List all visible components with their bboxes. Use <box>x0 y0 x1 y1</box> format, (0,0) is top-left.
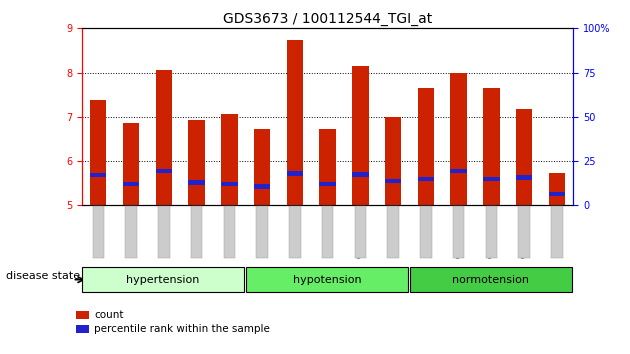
Bar <box>221 114 238 205</box>
Text: count: count <box>94 310 124 320</box>
Bar <box>549 173 565 205</box>
Bar <box>450 169 467 173</box>
Text: hypertension: hypertension <box>127 275 200 285</box>
Bar <box>287 40 303 205</box>
Bar <box>418 177 434 181</box>
Bar <box>221 182 238 186</box>
Title: GDS3673 / 100112544_TGI_at: GDS3673 / 100112544_TGI_at <box>223 12 432 26</box>
Bar <box>516 109 532 205</box>
Bar <box>352 66 369 205</box>
Bar <box>254 129 270 205</box>
Bar <box>188 120 205 205</box>
Bar <box>483 88 500 205</box>
Bar <box>90 173 106 177</box>
Bar <box>516 175 532 180</box>
Bar <box>385 179 401 183</box>
Bar <box>123 182 139 186</box>
Bar <box>123 124 139 205</box>
Bar <box>287 171 303 176</box>
Text: percentile rank within the sample: percentile rank within the sample <box>94 324 270 334</box>
Text: normotension: normotension <box>452 275 529 285</box>
Bar <box>483 177 500 181</box>
Bar <box>352 172 369 177</box>
Text: hypotension: hypotension <box>293 275 361 285</box>
Bar <box>254 184 270 189</box>
Bar <box>319 129 336 205</box>
Bar <box>319 182 336 186</box>
Bar <box>549 192 565 196</box>
Bar <box>156 70 172 205</box>
Bar <box>156 169 172 173</box>
Bar <box>188 180 205 184</box>
Bar <box>90 100 106 205</box>
Bar <box>418 88 434 205</box>
Bar <box>385 117 401 205</box>
Text: disease state: disease state <box>6 271 81 281</box>
Bar <box>450 74 467 205</box>
